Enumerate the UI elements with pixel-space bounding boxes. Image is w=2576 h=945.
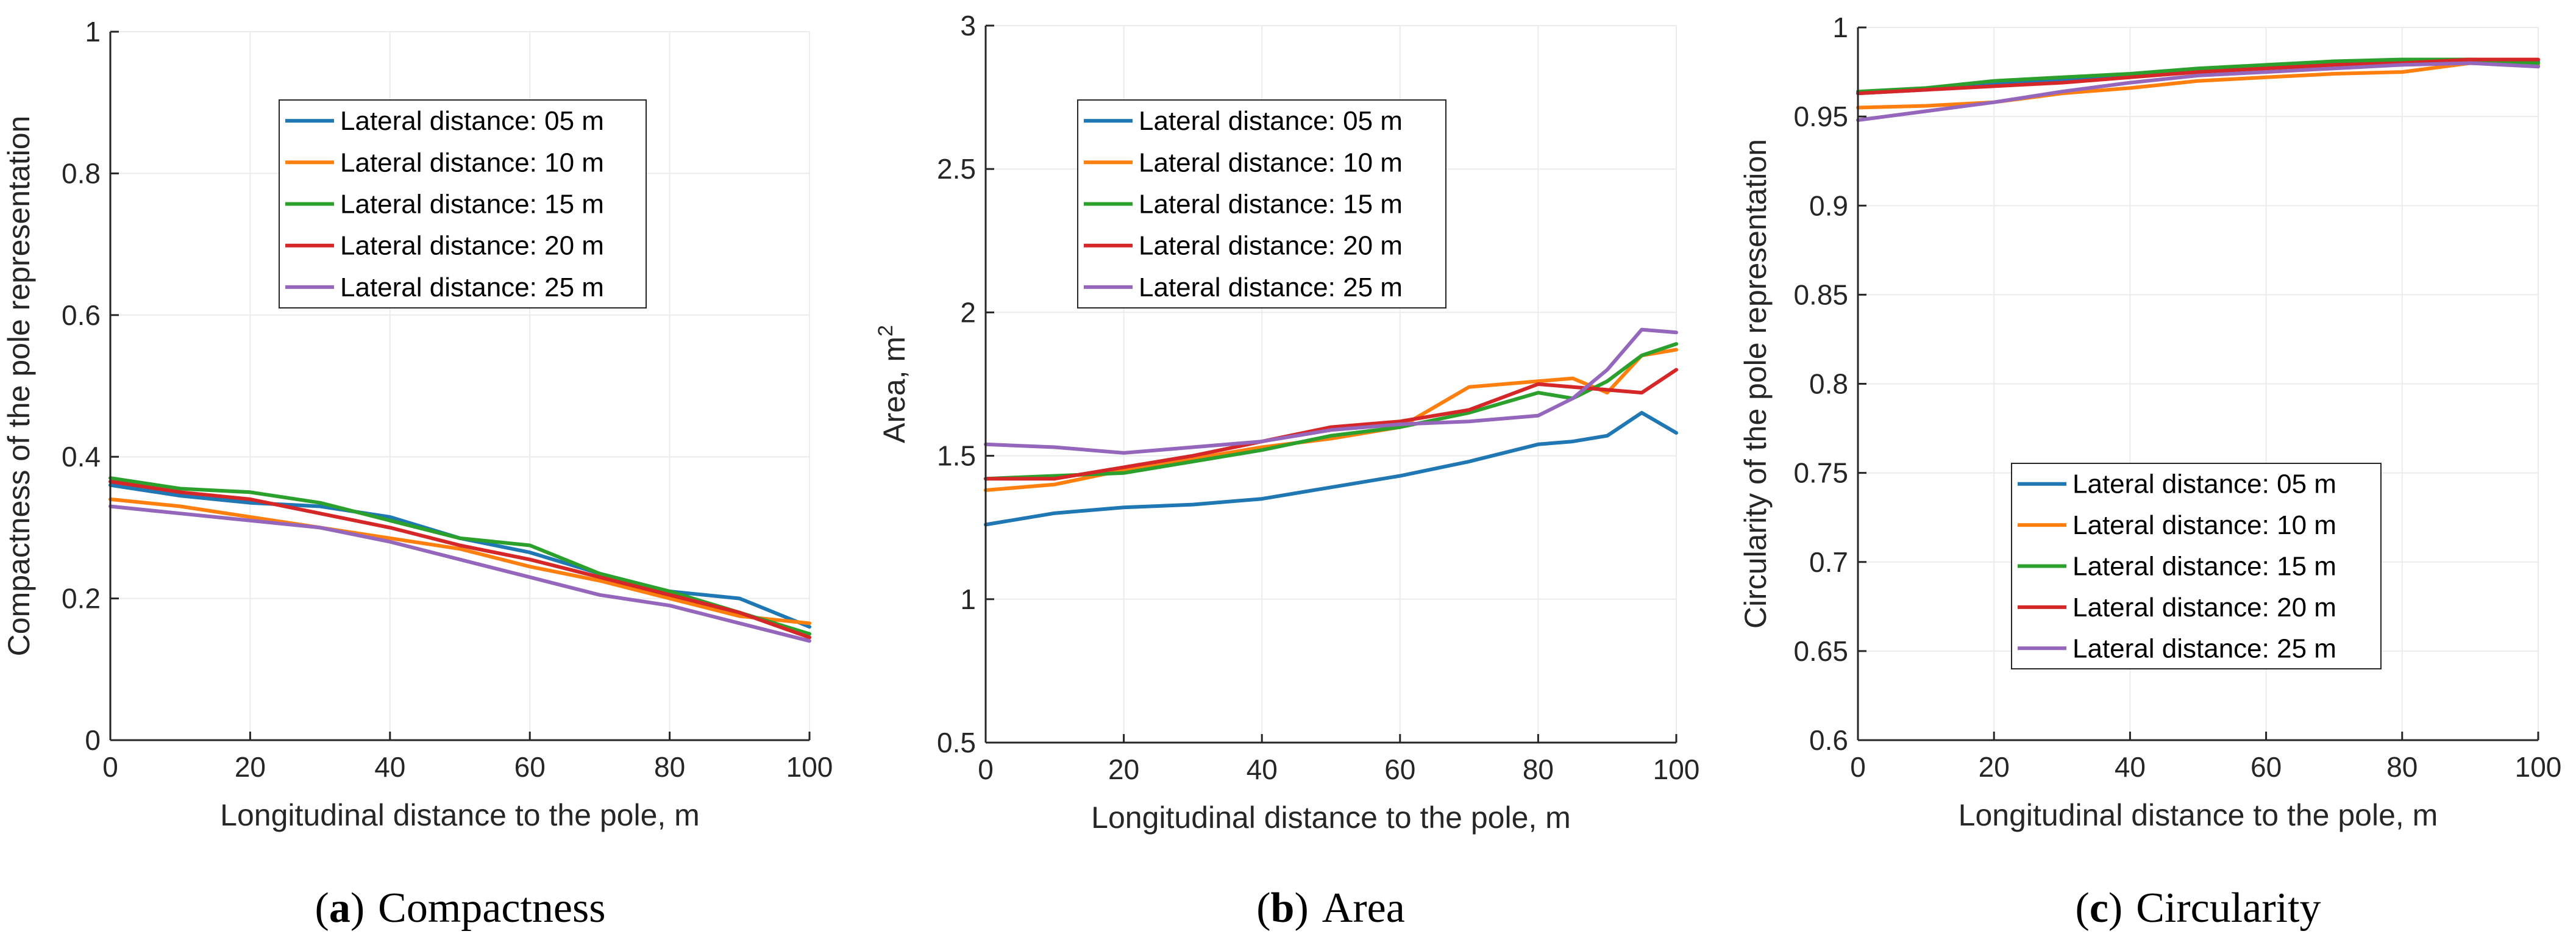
series-line-2: [109, 497, 811, 626]
legend-label-4: Lateral distance: 20 m: [2073, 593, 2336, 622]
x-tick-label: 0: [1850, 751, 1866, 783]
x-tick-label: 20: [1108, 754, 1139, 785]
caption-paren-open: (: [315, 885, 329, 932]
caption-letter: b: [1271, 885, 1295, 932]
x-tick-label: 60: [1384, 754, 1415, 785]
caption-paren-close: ): [350, 885, 365, 932]
caption-paren-open: (: [1256, 885, 1270, 932]
x-tick-label: 80: [2386, 751, 2418, 783]
legend-label-2: Lateral distance: 10 m: [1139, 148, 1403, 177]
series-line-4: [984, 368, 1678, 481]
series-line-3: [984, 342, 1678, 481]
legend-label-5: Lateral distance: 25 m: [2073, 633, 2336, 663]
legend-box: [1077, 99, 1446, 308]
y-axis-label: Circularity of the pole representation: [1738, 139, 1773, 629]
x-tick-label: 40: [2115, 751, 2146, 783]
legend-box: [279, 99, 647, 308]
caption: (a) Compactness: [315, 885, 606, 932]
series-line-5: [1856, 61, 2540, 122]
y-tick-label: 0.7: [1809, 546, 1848, 578]
legend: Lateral distance: 05 m Lateral distance: …: [279, 99, 647, 308]
caption-letter: a: [329, 885, 350, 932]
x-axis-label: Longitudinal distance to the pole, m: [220, 798, 700, 832]
y-tick-label: 0.6: [1809, 724, 1848, 756]
y-tick-label: 0.85: [1793, 279, 1848, 310]
caption-text: Area: [1322, 885, 1405, 932]
legend-box: [2011, 463, 2382, 669]
x-tick-label: 0: [978, 754, 994, 785]
y-axis-label: Area, m2: [874, 325, 911, 443]
y-tick-label: 0.8: [62, 157, 101, 189]
y-tick-label: 0.65: [1793, 635, 1848, 667]
x-tick-label: 40: [1247, 754, 1278, 785]
y-tick-label: 1: [960, 583, 976, 615]
y-tick-label: 3: [960, 10, 976, 41]
legend-label-2: Lateral distance: 10 m: [2073, 510, 2336, 540]
x-tick-label: 60: [2250, 751, 2282, 783]
y-tick-label: 1.5: [937, 440, 976, 472]
caption-paren-close: ): [1294, 885, 1308, 932]
x-axis-label: Longitudinal distance to the pole, m: [1959, 798, 2438, 832]
y-tick-label: 0.8: [1809, 368, 1848, 400]
legend-label-3: Lateral distance: 15 m: [340, 190, 604, 219]
panel-a: 0 20 40 60 80 100 0 0.2 0.4 0.6 0.8 1 Longitudinal d…: [2, 16, 833, 932]
legend: Lateral distance: 05 m Lateral distance: …: [1077, 99, 1446, 308]
y-tick-label: 0.5: [937, 727, 976, 758]
y-tick-label: 2: [960, 296, 976, 328]
x-tick-label: 100: [1653, 754, 1700, 785]
caption: (b) Area: [1256, 885, 1405, 932]
legend-label-3: Lateral distance: 15 m: [2073, 552, 2336, 582]
y-tick-label: 0.75: [1793, 457, 1848, 489]
legend-label-4: Lateral distance: 20 m: [340, 231, 604, 261]
legend-label-5: Lateral distance: 25 m: [340, 273, 604, 302]
series-line-4: [1856, 57, 2540, 96]
series-line-3: [1856, 57, 2540, 94]
y-tick-label: 1: [1832, 12, 1848, 43]
y-tick-label: 0.6: [62, 299, 101, 331]
caption: (c) Circularity: [2076, 885, 2321, 932]
legend-label-1: Lateral distance: 05 m: [1139, 106, 1403, 136]
legend-label-1: Lateral distance: 05 m: [2073, 469, 2336, 499]
y-tick-label: 1: [85, 16, 101, 48]
x-tick-label: 100: [786, 751, 833, 783]
series-line-1: [984, 411, 1678, 527]
y-tick-label: 0.9: [1809, 190, 1848, 221]
caption-paren-open: (: [2076, 885, 2090, 932]
legend-label-4: Lateral distance: 20 m: [1139, 231, 1403, 261]
panel-c: 0 20 40 60 80 100 0.6 0.65 0.7 0.75 0.8 0.85 0.9 0.95…: [1738, 12, 2561, 932]
x-tick-label: 80: [654, 751, 685, 783]
series-line-5: [109, 504, 811, 643]
x-axis-label: Longitudinal distance to the pole, m: [1091, 801, 1571, 835]
x-tick-label: 0: [102, 751, 118, 783]
series-line-4: [109, 479, 811, 640]
caption-paren-close: ): [2108, 885, 2122, 932]
caption-text: Compactness: [378, 885, 605, 932]
legend-label-5: Lateral distance: 25 m: [1139, 273, 1403, 302]
y-tick-label: 2.5: [937, 153, 976, 185]
panel-b: 0 20 40 60 80 100 0.5 1 1.5 2 2.5 3 Longitudinal dis…: [874, 10, 1699, 932]
legend: Lateral distance: 05 m Lateral distance: …: [2011, 463, 2382, 669]
legend-label-3: Lateral distance: 15 m: [1139, 190, 1403, 219]
y-axis-label: Compactness of the pole representation: [2, 116, 36, 657]
y-tick-label: 0.4: [62, 441, 101, 472]
y-tick-label: 0: [85, 724, 101, 756]
x-tick-label: 60: [514, 751, 546, 783]
x-tick-label: 20: [1979, 751, 2010, 783]
legend-label-2: Lateral distance: 10 m: [340, 148, 604, 177]
x-tick-label: 20: [235, 751, 266, 783]
y-tick-label: 0.95: [1793, 101, 1848, 132]
x-tick-label: 80: [1523, 754, 1554, 785]
series-line-3: [109, 476, 811, 636]
y-tick-label: 0.2: [62, 583, 101, 615]
series-line-5: [984, 327, 1678, 455]
x-tick-label: 100: [2515, 751, 2562, 783]
legend-label-1: Lateral distance: 05 m: [340, 106, 604, 136]
y-axis-label-superscript: 2: [874, 325, 897, 337]
caption-text: Circularity: [2136, 885, 2321, 932]
caption-letter: c: [2090, 885, 2108, 932]
x-tick-label: 40: [374, 751, 405, 783]
